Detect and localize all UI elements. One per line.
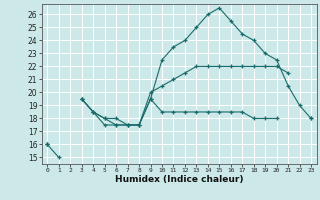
X-axis label: Humidex (Indice chaleur): Humidex (Indice chaleur) <box>115 175 244 184</box>
